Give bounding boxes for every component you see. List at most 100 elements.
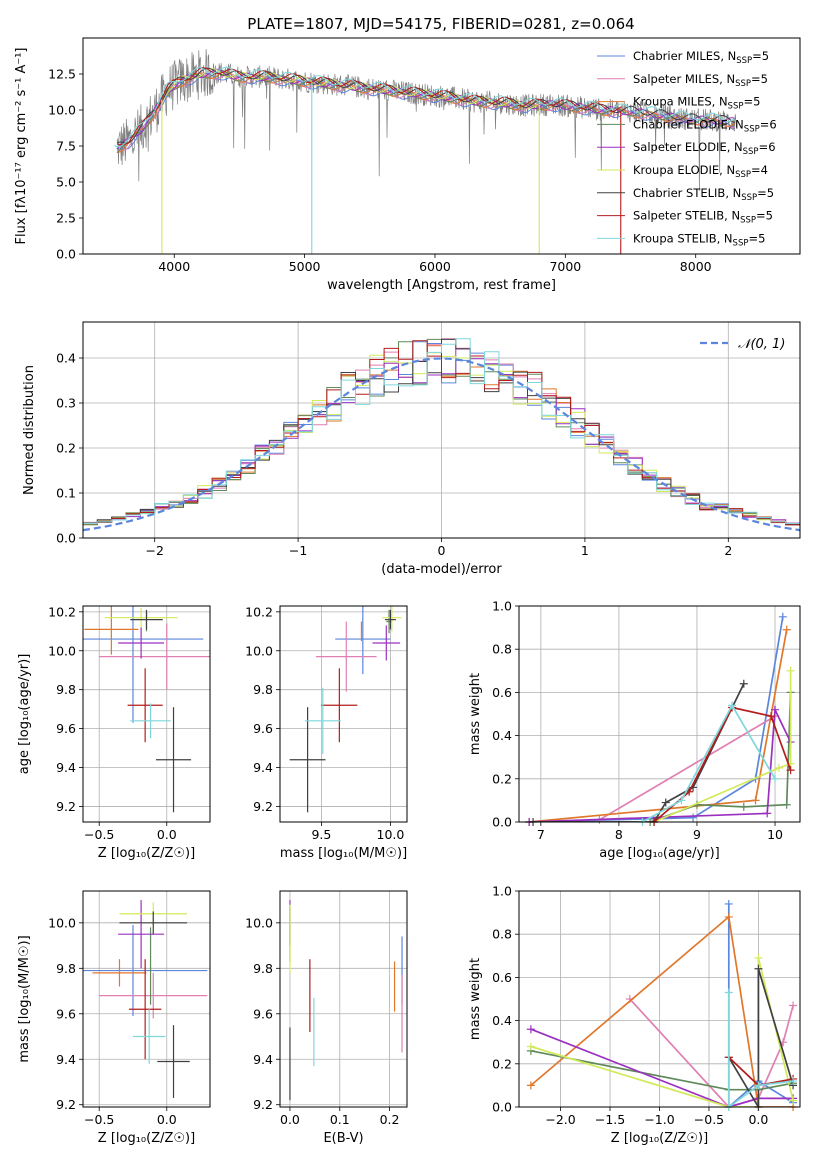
x-axis-label: Z [log₁₀(Z/Z☉)]: [611, 1131, 708, 1146]
y-tick-label: 2.5: [56, 211, 76, 226]
weight-marker-kroupa-elodie: [774, 764, 783, 772]
legend-label-chabrier-miles: Chabrier MILES, NSSP=5: [633, 49, 769, 66]
x-tick-label: 4000: [158, 259, 190, 274]
axes-frame: [279, 605, 408, 823]
y-tick-label: 1.0: [492, 599, 512, 614]
spectrum-model-chabrier-miles: [116, 72, 735, 150]
y-tick-label: 10.0: [48, 643, 76, 658]
x-tick-label: 0.2: [380, 1112, 400, 1127]
legend-label-kroupa-elodie: Kroupa ELODIE, NSSP=4: [633, 163, 768, 180]
x-tick-label: 8: [615, 827, 623, 842]
y-tick-label: 10.0: [245, 915, 273, 930]
axes-frame: [82, 890, 211, 1108]
residuals-panel: −2 −1 0 1 2 0.0 0.1 0.2 0.3 0.4 (data-model)/error…: [22, 321, 801, 577]
legend-label-salpeter-elodie: Salpeter ELODIE, NSSP=6: [633, 140, 776, 157]
y-tick-label: 9.2: [253, 1097, 273, 1112]
y-tick-label: 0.8: [492, 642, 512, 657]
y-tick-label: 9.2: [253, 799, 273, 814]
weight-marker-salpeter-elodie: [771, 705, 780, 714]
x-tick-label: −0.5: [84, 827, 114, 842]
x-tick-label: 9: [693, 827, 701, 842]
axes-frame: [82, 321, 801, 539]
y-tick-label: 9.2: [56, 799, 76, 814]
figure-title: PLATE=1807, MJD=54175, FIBERID=0281, z=0…: [247, 15, 634, 33]
weight-marker-kroupa-miles: [526, 1081, 535, 1090]
weight-marker-chabrier-miles: [689, 813, 698, 822]
x-axis-label: wavelength [Angstrom, rest frame]: [327, 278, 556, 293]
x-axis-label: (data-model)/error: [381, 562, 502, 577]
x-tick-label: −1: [289, 543, 307, 558]
y-tick-label: 9.8: [253, 682, 273, 697]
histogram-salpeter-stelib: [83, 340, 800, 526]
weight-marker-salpeter-elodie: [526, 1025, 535, 1034]
weight-line-salpeter-elodie: [530, 1028, 794, 1107]
y-axis-label: mass weight: [468, 958, 483, 1040]
normal-curve: [83, 357, 800, 532]
weight-marker-salpeter-stelib: [786, 766, 795, 775]
y-tick-label: 0.4: [492, 1013, 512, 1028]
weight-marker-salpeter-miles: [789, 1001, 798, 1010]
y-axis-label: Normed distribution: [22, 365, 37, 495]
x-tick-label: 7000: [549, 259, 581, 274]
x-axis-label: age [log₁₀(age/yr)]: [599, 846, 720, 861]
x-tick-label: 9.5: [311, 827, 331, 842]
axes-frame: [518, 890, 801, 1108]
y-tick-label: 9.2: [56, 1097, 76, 1112]
y-tick-label: 0.0: [56, 531, 76, 546]
x-axis-label: E(B-V): [323, 1131, 363, 1146]
axes-frame: [82, 37, 801, 255]
weight-line-salpeter-miles: [598, 715, 776, 821]
legend-label-salpeter-stelib: Salpeter STELIB, NSSP=5: [633, 209, 773, 226]
y-tick-label: 0.6: [492, 685, 512, 700]
spectrum-model-kroupa-elodie: [161, 68, 539, 109]
weight-line-chabrier-elodie: [530, 1049, 794, 1091]
weight-marker-kroupa-elodie: [789, 1096, 798, 1105]
y-tick-label: 0.6: [492, 970, 512, 985]
y-tick-label: 10.2: [245, 604, 273, 619]
x-tick-label: 1: [581, 543, 589, 558]
y-tick-label: 0.2: [492, 771, 512, 786]
weight-marker-kroupa-miles: [751, 796, 760, 805]
y-tick-label: 9.6: [253, 1006, 273, 1021]
mass-vs-ebv-panel: 0.0 0.1 0.2 9.2 9.4 9.6 9.8 10.0 E(B-V): [245, 890, 408, 1146]
mass-vs-metallicity-panel: −0.5 0.0 9.2 9.4 9.6 9.8 10.0 Z [log₁₀(Z/Z☉)] ma…: [17, 890, 211, 1146]
y-tick-label: 0.4: [56, 351, 76, 366]
y-tick-label: 0.1: [56, 486, 76, 501]
y-axis-label: Flux [fλ10⁻¹⁷ erg cm⁻² s⁻¹ A⁻¹]: [14, 48, 29, 245]
weight-line-kroupa-elodie: [653, 670, 792, 822]
x-axis-label: Z [log₁₀(Z/Z☉)]: [98, 1131, 195, 1146]
y-axis-label: mass weight: [468, 673, 483, 755]
weight-marker-kroupa-miles: [782, 625, 791, 634]
y-tick-label: 9.6: [56, 1006, 76, 1021]
axes-frame: [518, 605, 801, 823]
x-tick-label: −2: [145, 543, 163, 558]
x-tick-label: −1.5: [595, 1112, 625, 1127]
spectrum-legend: Chabrier MILES, NSSP=5 Salpeter MILES, NS…: [597, 49, 777, 248]
x-axis-label: Z [log₁₀(Z/Z☉)]: [98, 846, 195, 861]
y-tick-label: 9.4: [253, 1052, 273, 1067]
weight-line-salpeter-elodie: [529, 706, 792, 822]
weight-line-chabrier-stelib: [728, 968, 794, 1107]
y-tick-label: 0.3: [56, 396, 76, 411]
age-vs-mass-panel: 9.5 10.0 9.2 9.4 9.6 9.8 10.0 10.2 mass [log₁₀(M…: [245, 604, 408, 861]
y-tick-label: 9.4: [56, 760, 76, 775]
weight-marker-chabrier-stelib: [754, 964, 763, 973]
weight-marker-kroupa-miles: [724, 912, 733, 921]
y-axis-label: mass [log₁₀(M/M☉)]: [17, 935, 32, 1062]
legend-label-kroupa-miles: Kroupa MILES, NSSP=5: [633, 95, 760, 112]
age-vs-metallicity-panel: −0.5 0.0 9.2 9.4 9.6 9.8 10.0 10.2 Z [log₁₀(Z/Z☉…: [17, 604, 211, 861]
weight-marker-kroupa-stelib: [677, 796, 686, 805]
x-tick-label: 5000: [289, 259, 321, 274]
legend-label-kroupa-stelib: Kroupa STELIB, NSSP=5: [633, 231, 765, 248]
spectrum-panel: 4000 5000 6000 7000 8000 0.0 2.5 5.0 7.5 10.0 12.5…: [14, 37, 801, 293]
weight-marker-kroupa-elodie: [754, 953, 763, 962]
x-tick-label: 0.0: [157, 1112, 177, 1127]
x-tick-label: 10: [767, 827, 783, 842]
weight-marker-kroupa-elodie: [786, 666, 795, 675]
legend-label-salpeter-miles: Salpeter MILES, NSSP=5: [633, 72, 768, 89]
y-tick-label: 0.0: [56, 247, 76, 262]
x-tick-label: 2: [724, 543, 732, 558]
y-tick-label: 9.8: [56, 682, 76, 697]
weight-marker-kroupa-stelib: [728, 701, 737, 710]
weight-line-kroupa-miles: [530, 915, 794, 1107]
